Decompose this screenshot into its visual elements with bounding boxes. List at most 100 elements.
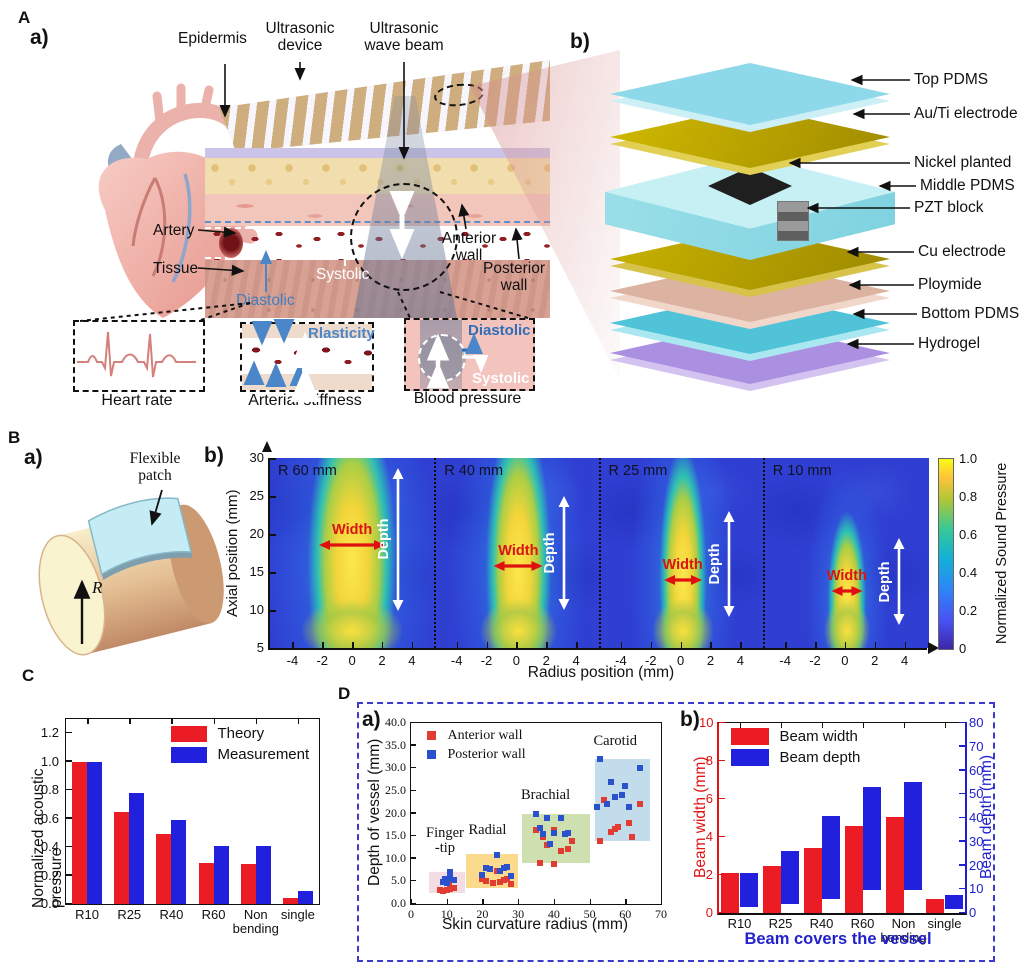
panel-c-y-tick: 0.4 [40,839,59,855]
anterior-wall-point [436,886,443,893]
systolic-label: Systolic [316,266,370,283]
panel-db-category-label: R25 [768,916,793,931]
blood-pressure-caption: Blood pressure [413,390,522,407]
heatmap-x-tick: 0 [512,653,520,668]
artery-site-region [521,813,590,864]
beam-depth-swatch [731,749,769,767]
panel-da-y-tick: 20.0 [385,805,406,820]
colorbar-tick: 0.4 [959,565,978,580]
depth-arrow [723,511,735,618]
bottom-pdms-label: Bottom PDMS [921,305,1020,322]
panel-db-right-tick: 80 [969,715,984,730]
ecg-trace [77,331,196,378]
beam-depth-legend-label: Beam depth [779,749,861,767]
anterior-wall-point [608,828,614,835]
colorbar-tick: 0.2 [959,603,978,618]
posterior-wall-point [608,778,614,785]
anterior-wall-point [540,834,547,841]
panel-db-right-ylabel: Beam depth (mm) [978,754,995,880]
blood-pressure-inset: Diastolic Systolic [404,318,535,391]
measurement-bar [255,845,271,904]
posterior-wall-point [622,783,629,790]
posterior-wall-point [540,831,547,838]
panel-c-category-label: Non bending [232,907,279,936]
panel-da-y-tick: 25.0 [385,782,406,797]
anterior-wall-point [558,847,564,854]
posterior-wall-point [604,801,611,808]
posterior-wall-point [441,876,448,883]
panel-b-sub-a: a) [24,446,43,469]
panel-db-right-tick: 20 [969,857,984,873]
panel-db-plot: Beam width Beam depth R10 R25 R40 R60 Non be… [699,715,983,944]
anterior-wall-point [443,887,450,894]
anterior-wall-point [597,838,604,845]
panel-db-right-tick: 10 [969,881,984,897]
heatmap-panel: R 40 mm Width Depth [434,458,601,648]
panel-da-x-tick: 10 [440,907,453,921]
panel-b-sub-b: b) [204,444,224,467]
heatmap-xaxis-arrow [928,642,939,654]
anterior-wall-point [625,819,632,826]
panel-db-legend: Beam width Beam depth [731,728,860,767]
beam-width-bar [721,873,740,913]
beam-width-bar [885,817,904,913]
panel-db-left-tick: 8 [705,753,713,768]
bp-dashed-circle [418,334,466,382]
panel-c-y-tick: 0.6 [40,810,59,826]
posterior-wall-point [543,815,550,822]
heatmap-x-tick: 2 [542,653,550,668]
anterior-wall-point [508,881,514,888]
heatmap-panel-title: R 25 mm [608,463,668,479]
middle-pdms-label: Middle PDMS [920,177,1015,194]
measurement-legend-label: Measurement [217,746,310,764]
anterior-wall-point [440,887,447,894]
heatmap-x-tick: -4 [615,653,627,668]
panel-da-x-tick: 0 [408,907,414,921]
top-pdms-label: Top PDMS [914,71,989,88]
panel-da-y-tick: 30.0 [385,760,406,775]
anterior-wall-point [447,885,454,892]
panel-c-letter: C [22,666,35,685]
heatmap-y-tick: 5 [256,640,264,655]
heatmap-x-tick: 4 [900,653,909,668]
width-annotation: Width [498,543,539,560]
panel-c-category-label: R60 [201,907,226,922]
panel-c-y-tick: 1.0 [40,753,59,769]
panel-da-y-tick: 40.0 [385,715,406,729]
posterior-wall-point [443,880,450,887]
depth-annotation: Depth [706,543,723,585]
polyimide-label: Ploymide [918,276,982,293]
artery-label: Artery [153,222,195,239]
panel-db-category-label: R60 [850,916,875,931]
colorbar-tick: 0.6 [959,527,978,542]
heatmap-panel-title: R 60 mm [278,463,337,479]
width-annotation: Width [826,568,867,584]
anterior-wall-label: Anterior wall [441,230,497,265]
panel-db-category-label: R10 [727,916,752,931]
heatmap-panel-title: R 40 mm [444,463,504,479]
anterior-wall-point [533,826,539,833]
heatmap-x-tick: 2 [706,653,715,668]
vessel-lumen [242,338,372,374]
theory-swatch [171,725,207,742]
epidermis-label: Epidermis [178,30,247,47]
cu-electrode-label: Cu electrode [918,243,1006,260]
posterior-wall-point [504,863,511,870]
beam-depth-bar [903,782,922,891]
heatmap-x-tick: 0 [841,653,849,668]
panel-d-sub-a: a) [362,708,381,731]
auti-electrode-label: Au/Ti electrode [914,105,1018,122]
posterior-wall-point [550,829,557,836]
panel-c-category-label: R10 [75,907,100,922]
colorbar-tick: 0 [959,641,967,656]
radius-symbol: R [92,578,103,597]
anterior-wall-point [536,860,543,867]
posterior-wall-point [593,804,600,811]
device-substrate-layer [205,148,550,158]
artery-site-region-label: Brachial [521,787,571,804]
artery-site-region-label: Finger -tip [426,825,464,857]
heatmap-x-tick: -4 [286,653,299,668]
beam-depth-bar [780,851,799,904]
posterior-wall-point [497,867,504,874]
pzt-block-label: PZT block [914,199,984,216]
